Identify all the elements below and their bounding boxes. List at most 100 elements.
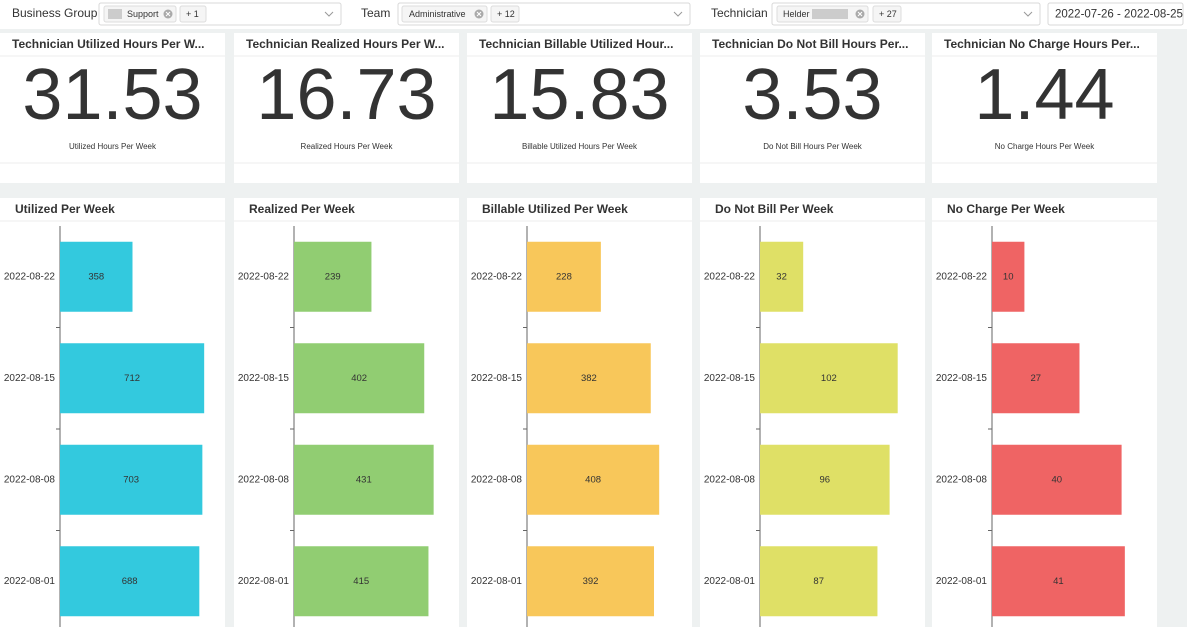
kpi-card	[234, 33, 459, 183]
bar-value-label: 10	[1003, 271, 1014, 282]
kpi-card	[467, 33, 692, 183]
y-tick-label: 2022-08-22	[936, 271, 988, 282]
bar-value-label: 27	[1030, 373, 1041, 384]
bar	[60, 241, 133, 312]
bar-value-label: 358	[88, 271, 104, 282]
filter-chip[interactable]	[179, 5, 207, 23]
bar-value-label: 415	[353, 576, 369, 587]
filter-chip[interactable]	[872, 5, 902, 23]
kpi-caption: Do Not Bill Hours Per Week	[763, 142, 863, 151]
bar-value-label: 41	[1053, 576, 1064, 587]
chip-remove-x	[165, 11, 171, 17]
kpi-caption: Billable Utilized Hours Per Week	[522, 142, 638, 151]
y-tick-label: 2022-08-08	[238, 474, 290, 485]
y-tick-label: 2022-08-15	[936, 373, 988, 384]
filter-label: Technician	[711, 6, 768, 20]
bar	[992, 343, 1080, 414]
dropdown-chevron	[1023, 11, 1033, 17]
kpi-value: 3.53	[742, 55, 882, 135]
bar	[527, 546, 655, 617]
bar-value-label: 382	[581, 373, 597, 384]
bar-value-label: 402	[351, 373, 367, 384]
date-range-box[interactable]	[1047, 2, 1184, 26]
bar-value-label: 392	[583, 576, 599, 587]
bar-value-label: 688	[122, 576, 138, 587]
filter-chip-text: + 12	[497, 9, 515, 19]
y-tick-label: 2022-08-22	[4, 271, 56, 282]
chart-title: Realized Per Week	[249, 202, 355, 216]
chart-title: Do Not Bill Per Week	[715, 202, 834, 216]
kpi-caption: No Charge Hours Per Week	[995, 142, 1095, 151]
filter-chip[interactable]	[401, 5, 488, 23]
y-tick-label: 2022-08-01	[4, 576, 56, 587]
bar	[527, 241, 601, 312]
y-tick-label: 2022-08-01	[936, 576, 988, 587]
y-tick-label: 2022-08-22	[238, 271, 290, 282]
bar	[760, 343, 898, 414]
bar	[992, 444, 1122, 515]
kpi-title: Technician No Charge Hours Per...	[944, 37, 1140, 51]
kpi-card	[0, 33, 225, 183]
y-tick-label: 2022-08-01	[704, 576, 756, 587]
filter-chip-text: Administrative	[409, 9, 466, 19]
y-tick-label: 2022-08-15	[4, 373, 56, 384]
y-tick-label: 2022-08-08	[704, 474, 756, 485]
y-tick-label: 2022-08-22	[704, 271, 756, 282]
bar-value-label: 87	[813, 576, 824, 587]
y-tick-label: 2022-08-08	[471, 474, 523, 485]
bar	[992, 241, 1025, 312]
chip-remove-x	[857, 11, 863, 17]
kpi-card	[700, 33, 925, 183]
bar	[60, 546, 200, 617]
chart-title: Utilized Per Week	[15, 202, 115, 216]
filter-chip[interactable]	[490, 5, 520, 23]
bar-value-label: 703	[123, 474, 139, 485]
chip-remove-x	[476, 11, 482, 17]
y-tick-label: 2022-08-15	[704, 373, 756, 384]
chart-title: Billable Utilized Per Week	[482, 202, 628, 216]
kpi-value: 31.53	[22, 55, 202, 135]
filter-chip-text: Helder	[783, 9, 810, 19]
bar-value-label: 712	[124, 373, 140, 384]
dropdown-chevron	[324, 11, 334, 17]
bar	[294, 343, 425, 414]
bar	[527, 444, 660, 515]
y-tick-label: 2022-08-01	[471, 576, 523, 587]
filter-label: Team	[361, 6, 390, 20]
kpi-card	[932, 33, 1157, 183]
filter-chip-text: Support	[127, 9, 159, 19]
bar-value-label: 96	[820, 474, 831, 485]
bar-value-label: 32	[776, 271, 787, 282]
kpi-title: Technician Utilized Hours Per W...	[12, 37, 204, 51]
bar-value-label: 40	[1052, 474, 1063, 485]
kpi-value: 16.73	[256, 55, 436, 135]
bar	[60, 444, 203, 515]
bar	[294, 241, 372, 312]
dropdown-chevron	[673, 11, 683, 17]
filter-chip-text: + 27	[879, 9, 897, 19]
y-tick-label: 2022-08-15	[238, 373, 290, 384]
bar-value-label: 228	[556, 271, 572, 282]
filter-label: Business Group	[12, 6, 98, 20]
kpi-title: Technician Realized Hours Per W...	[246, 37, 445, 51]
redacted	[812, 9, 848, 19]
bar-value-label: 408	[585, 474, 601, 485]
bar-value-label: 102	[821, 373, 837, 384]
kpi-value: 15.83	[489, 55, 669, 135]
y-tick-label: 2022-08-15	[471, 373, 523, 384]
kpi-title: Technician Billable Utilized Hour...	[479, 37, 673, 51]
y-tick-label: 2022-08-08	[936, 474, 988, 485]
y-tick-label: 2022-08-22	[471, 271, 523, 282]
kpi-caption: Realized Hours Per Week	[301, 142, 394, 151]
y-tick-label: 2022-08-01	[238, 576, 290, 587]
bar	[760, 546, 878, 617]
filter-chip-text: + 1	[186, 9, 199, 19]
bar	[992, 546, 1125, 617]
bar	[760, 241, 804, 312]
bar-value-label: 431	[356, 474, 372, 485]
kpi-caption: Utilized Hours Per Week	[69, 142, 157, 151]
bar	[294, 444, 434, 515]
bar	[760, 444, 890, 515]
kpi-value: 1.44	[974, 55, 1114, 135]
